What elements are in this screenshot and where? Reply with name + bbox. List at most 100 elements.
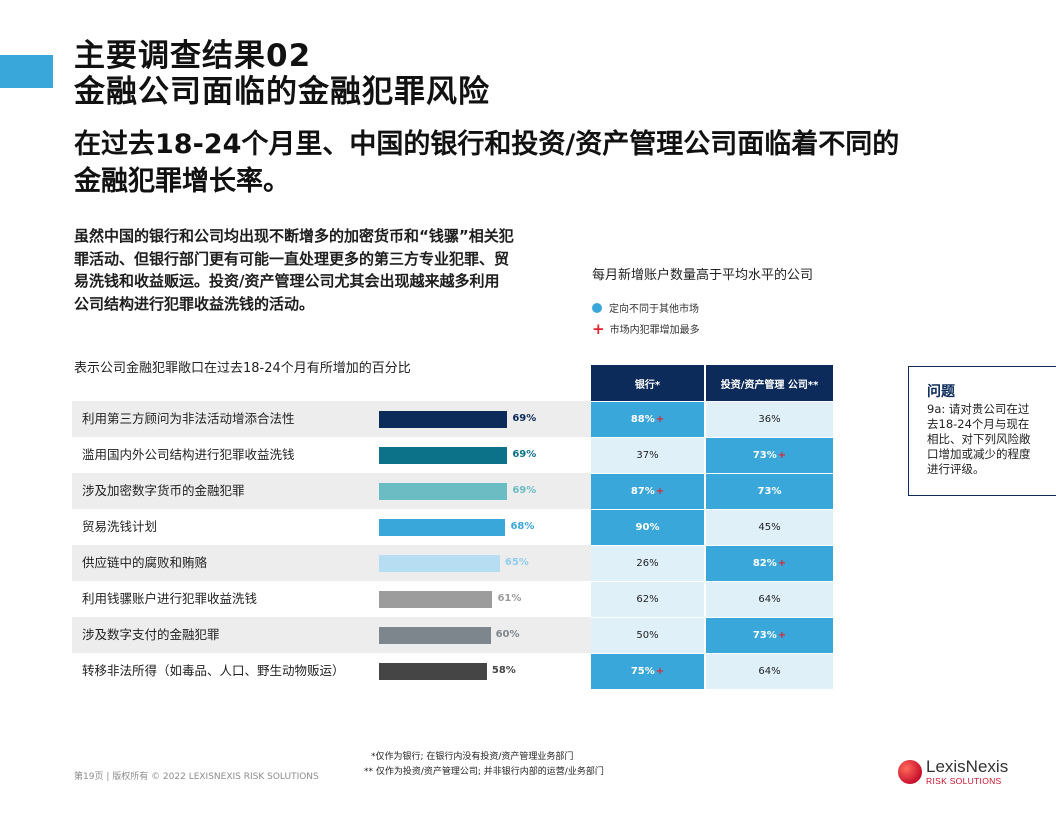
table-row: 50% 73% + (591, 618, 833, 653)
value-label: 69% (512, 485, 537, 496)
bar (379, 483, 508, 500)
table-row: 62% 64% (591, 582, 833, 617)
plus-icon: + (655, 666, 665, 677)
table-cell-investment: 45% (706, 510, 833, 545)
footnote-investment: ** 仅作为投资/资产管理公司; 并非银行内部的运营/业务部门 (364, 767, 604, 777)
table-cell-banks: 37% (591, 438, 704, 473)
table-cell-banks: 87% + (591, 474, 704, 509)
chart-row: 供应链中的腐败和贿赂 65% (72, 545, 591, 581)
bar (379, 411, 508, 428)
table-cell-investment: 36% (706, 402, 833, 437)
chart-row: 转移非法所得（如毒品、人口、野生动物贩运） 58% (72, 653, 591, 689)
chart-row: 滥用国内外公司结构进行犯罪收益洗钱 69% (72, 437, 591, 473)
logo-name: LexisNexis (926, 757, 1009, 776)
table-cell-investment: 73% (706, 474, 833, 509)
red-plus-icon: + (592, 319, 605, 338)
value-label: 68% (510, 521, 535, 532)
legend-label-1: 定向不同于其他市场 (609, 304, 699, 315)
cell-value: 50% (636, 630, 659, 641)
chart-row: 涉及数字支付的金融犯罪 60% (72, 617, 591, 653)
legend-item-red: + 市场内犯罪增加最多 (592, 321, 700, 336)
question-box: 问题 9a: 请对贵公司在过去18-24个月与现在相比、对下列风险敞口增加或减少… (908, 366, 1056, 496)
table-cell-investment: 73% + (706, 438, 833, 473)
value-label: 61% (497, 593, 522, 604)
category-label: 供应链中的腐败和贿赂 (82, 555, 208, 570)
plus-icon: + (777, 630, 787, 641)
table-cell-banks: 50% (591, 618, 704, 653)
category-label: 贸易洗钱计划 (82, 519, 158, 534)
cell-value: 64% (758, 666, 781, 677)
legend-item-blue: 定向不同于其他市场 (592, 300, 699, 315)
legend-label-2: 市场内犯罪增加最多 (609, 325, 700, 336)
table-cell-banks: 75% + (591, 654, 704, 689)
blue-dot-icon (592, 302, 602, 313)
category-label: 利用钱骡账户进行犯罪收益洗钱 (82, 591, 258, 606)
table-cell-banks: 62% (591, 582, 704, 617)
intro-paragraph: 虽然中国的银行和公司均出现不断增多的加密货币和“钱骡”相关犯罪活动、但银行部门更… (74, 227, 514, 313)
cell-value: 88% (630, 414, 655, 425)
lexisnexis-logo: LexisNexis RISK SOLUTIONS (898, 758, 1008, 786)
value-label: 58% (491, 665, 516, 676)
cell-value: 73% (757, 486, 782, 497)
title-line-1: 主要调查结果02 (74, 38, 312, 74)
table-cell-investment: 64% (706, 654, 833, 689)
category-label: 涉及加密数字货币的金融犯罪 (82, 483, 245, 498)
cell-value: 36% (758, 414, 781, 425)
subtitle-line-1: 在过去18-24个月里、中国的银行和投资/资产管理公司面临着不同的 (74, 129, 900, 160)
page-subtitle: 在过去18-24个月里、中国的银行和投资/资产管理公司面临着不同的 金融犯罪增长… (74, 126, 994, 200)
bar (379, 519, 506, 536)
table-header: 银行* 投资/资产管理 公司** (591, 365, 833, 401)
cell-value: 90% (635, 522, 660, 533)
chart-row: 利用第三方顾问为非法活动增添合法性 69% (72, 401, 591, 437)
table-row: 87% + 73% (591, 474, 833, 509)
table-row: 90% 45% (591, 510, 833, 545)
question-text: 9a: 请对贵公司在过去18-24个月与现在相比、对下列风险敞口增加或减少的程度… (927, 402, 1031, 476)
plus-icon: + (655, 414, 665, 425)
subtitle-line-2: 金融犯罪增长率。 (74, 166, 290, 197)
cell-value: 37% (636, 450, 659, 461)
cell-value: 73% (752, 450, 777, 461)
page-title: 主要调查结果02 金融公司面临的金融犯罪风险 (74, 38, 490, 110)
table-cell-investment: 73% + (706, 618, 833, 653)
table-cell-investment: 64% (706, 582, 833, 617)
chart-title: 表示公司金融犯罪敞口在过去18-24个月有所增加的百分比 (74, 361, 411, 376)
comparison-table: 银行* 投资/资产管理 公司** 88% +36% 37% 73% +87% +73% 90… (591, 365, 833, 689)
plus-icon: + (655, 486, 665, 497)
chart-row: 利用钱骡账户进行犯罪收益洗钱 61% (72, 581, 591, 617)
chart-row: 涉及加密数字货币的金融犯罪 69% (72, 473, 591, 509)
logo-globe-icon (898, 760, 922, 784)
cell-value: 82% (752, 558, 777, 569)
plus-icon: + (777, 558, 787, 569)
header-investment: 投资/资产管理 公司** (706, 365, 833, 401)
table-row: 75% +64% (591, 654, 833, 689)
bar (379, 555, 500, 572)
header-banks: 银行* (591, 365, 704, 401)
category-label: 滥用国内外公司结构进行犯罪收益洗钱 (82, 447, 295, 462)
table-title: 每月新增账户数量高于平均水平的公司 (592, 268, 814, 283)
title-line-2: 金融公司面临的金融犯罪风险 (74, 74, 490, 110)
plus-icon: + (777, 450, 787, 461)
value-label: 69% (512, 413, 537, 424)
category-label: 涉及数字支付的金融犯罪 (82, 627, 220, 642)
bar-chart: 利用第三方顾问为非法活动增添合法性 69% 滥用国内外公司结构进行犯罪收益洗钱 69%… (72, 401, 591, 689)
page-footer: 第19页 | 版权所有 © 2022 LEXISNEXIS RISK SOLUT… (74, 772, 319, 782)
cell-value: 26% (636, 558, 659, 569)
question-title: 问题 (927, 384, 955, 400)
value-label: 65% (504, 557, 529, 568)
bar (379, 627, 491, 644)
table-cell-investment: 82% + (706, 546, 833, 581)
bar (379, 591, 493, 608)
table-row: 26% 82% + (591, 546, 833, 581)
logo-subtitle: RISK SOLUTIONS (926, 776, 1002, 786)
value-label: 60% (495, 629, 520, 640)
value-label: 69% (512, 449, 537, 460)
table-cell-banks: 26% (591, 546, 704, 581)
cell-value: 62% (636, 594, 659, 605)
table-cell-banks: 88% + (591, 402, 704, 437)
category-label: 利用第三方顾问为非法活动增添合法性 (82, 411, 295, 426)
accent-tab (0, 55, 53, 88)
bar (379, 663, 487, 680)
category-label: 转移非法所得（如毒品、人口、野生动物贩运） (82, 663, 345, 678)
cell-value: 75% (630, 666, 655, 677)
table-row: 37% 73% + (591, 438, 833, 473)
